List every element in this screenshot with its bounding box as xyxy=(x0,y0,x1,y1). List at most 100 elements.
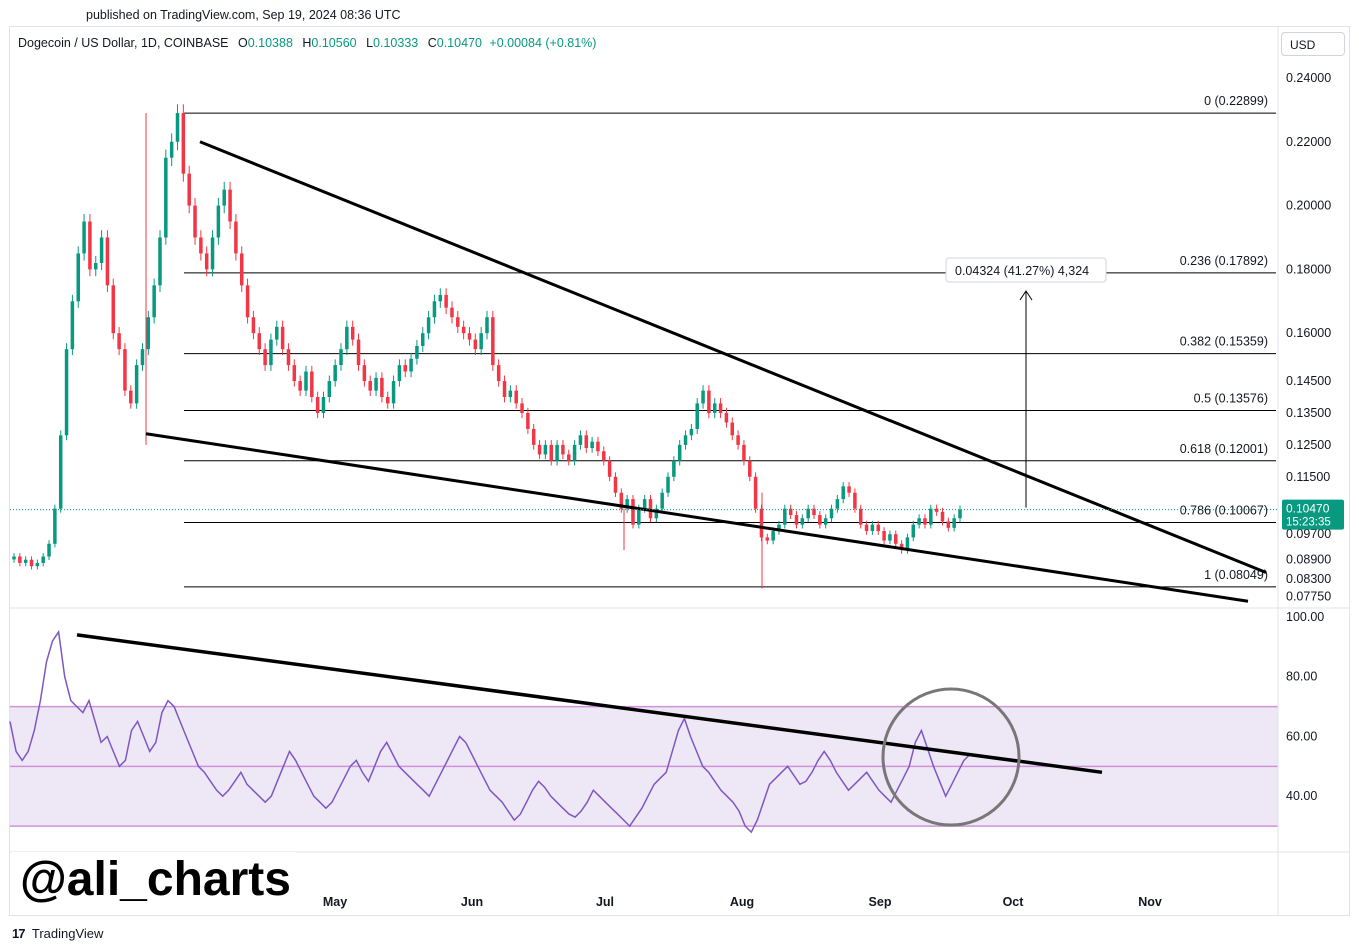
candle-body xyxy=(858,508,863,525)
candle-body xyxy=(64,349,69,436)
candle-body xyxy=(70,301,75,350)
candle-body xyxy=(613,476,618,493)
candle-body xyxy=(870,524,875,532)
candle-body xyxy=(99,237,104,264)
rsi-line xyxy=(9,629,971,834)
rsi-tick-label: 100.00 xyxy=(1286,610,1324,624)
fib-level-label: 1 (0.08049) xyxy=(1204,568,1268,582)
candle-body xyxy=(257,333,262,350)
candle-body xyxy=(771,531,775,541)
rsi-tick-label: 60.00 xyxy=(1286,729,1317,743)
candle-body xyxy=(491,317,495,366)
price-tick-label: 0.12500 xyxy=(1286,438,1331,452)
candle-body xyxy=(514,390,518,404)
measure-arrow-head xyxy=(1019,290,1033,301)
candle-body xyxy=(864,524,869,532)
change-value: +0.00084 (+0.81%) xyxy=(489,36,597,50)
high-value: 0.10560 xyxy=(311,36,357,50)
candle-body xyxy=(129,390,133,404)
candle-body xyxy=(929,508,933,525)
time-axis-label: Nov xyxy=(1138,895,1162,909)
candle-body xyxy=(841,486,845,500)
rsi-pane[interactable] xyxy=(9,629,1278,834)
candle-body xyxy=(882,531,886,541)
candle-body xyxy=(193,205,197,238)
candle-body xyxy=(123,349,127,391)
candle-body xyxy=(175,113,180,142)
tradingview-logo-icon: 17 xyxy=(12,926,26,941)
candle-body xyxy=(818,515,822,525)
candle-body xyxy=(467,333,472,340)
candle-body xyxy=(82,221,86,254)
price-tick-label: 0.08300 xyxy=(1286,572,1331,586)
candle-body xyxy=(847,486,851,493)
candle-body xyxy=(53,508,57,544)
candle-body xyxy=(105,237,110,286)
candle-body xyxy=(216,205,221,238)
candle-body xyxy=(164,157,168,238)
candle-body xyxy=(117,333,121,350)
candle-body xyxy=(724,412,729,423)
low-label: L xyxy=(366,36,374,50)
candle-body xyxy=(327,381,332,398)
candle-body xyxy=(432,301,437,318)
candle-body xyxy=(496,365,501,382)
candle-body xyxy=(788,508,793,516)
candle-body xyxy=(473,339,478,350)
candle-body xyxy=(76,253,80,302)
symbol-title[interactable]: Dogecoin / US Dollar, 1D, COINBASE xyxy=(18,36,229,50)
candle-body xyxy=(169,141,174,158)
candle-body xyxy=(415,345,419,359)
candle-body xyxy=(275,326,279,340)
candle-body xyxy=(806,508,810,519)
fib-level-label: 0 (0.22899) xyxy=(1204,94,1268,108)
price-pane[interactable]: 0 (0.22899) 0.236 (0.17892) 0.382 (0.15359… xyxy=(10,94,1278,603)
candle-body xyxy=(456,317,460,327)
candle-body xyxy=(222,189,226,206)
candle-body xyxy=(385,397,390,404)
highlight-circle xyxy=(881,687,1021,827)
time-axis-label: Oct xyxy=(1003,895,1025,909)
candle-body xyxy=(450,307,454,318)
price-tick-label: 0.14500 xyxy=(1286,374,1331,388)
candle-body xyxy=(204,253,209,270)
candle-body xyxy=(958,509,962,519)
candle-body xyxy=(946,521,951,528)
candle-body xyxy=(304,371,308,391)
candle-body xyxy=(29,559,34,567)
candle-body xyxy=(549,444,553,461)
candle-body xyxy=(41,556,45,563)
candle-body xyxy=(239,253,244,286)
candle-body xyxy=(426,317,431,334)
candle-body xyxy=(853,492,857,509)
candle-body xyxy=(298,381,302,391)
candle-body xyxy=(555,444,559,461)
fib-level-label: 0.382 (0.15359) xyxy=(1180,335,1268,349)
candle-body xyxy=(736,435,740,445)
candle-body xyxy=(917,518,921,525)
price-tick-label: 0.18000 xyxy=(1286,262,1331,276)
candle-body xyxy=(584,435,589,449)
candle-body xyxy=(648,499,653,519)
candle-body xyxy=(596,441,600,452)
time-axis-label: Jul xyxy=(596,895,614,909)
candle-body xyxy=(158,237,162,286)
candle-body xyxy=(765,537,770,541)
candle-body xyxy=(134,365,139,404)
candle-body xyxy=(800,518,805,525)
time-axis-label: May xyxy=(323,895,347,909)
price-tick-label: 0.08900 xyxy=(1286,553,1331,567)
candle-body xyxy=(438,294,443,302)
price-tick-label: 0.09700 xyxy=(1286,527,1331,541)
candle-body xyxy=(199,237,203,254)
candle-body xyxy=(345,326,349,350)
price-tick-label: 0.16000 xyxy=(1286,326,1331,340)
currency-button[interactable]: USD xyxy=(1281,32,1345,56)
tradingview-brand[interactable]: 17 TradingView xyxy=(12,926,103,941)
candle-body xyxy=(561,444,565,455)
candle-body xyxy=(823,518,828,525)
candle-body xyxy=(333,365,337,382)
candle-body xyxy=(140,349,145,366)
candle-body xyxy=(578,435,583,445)
